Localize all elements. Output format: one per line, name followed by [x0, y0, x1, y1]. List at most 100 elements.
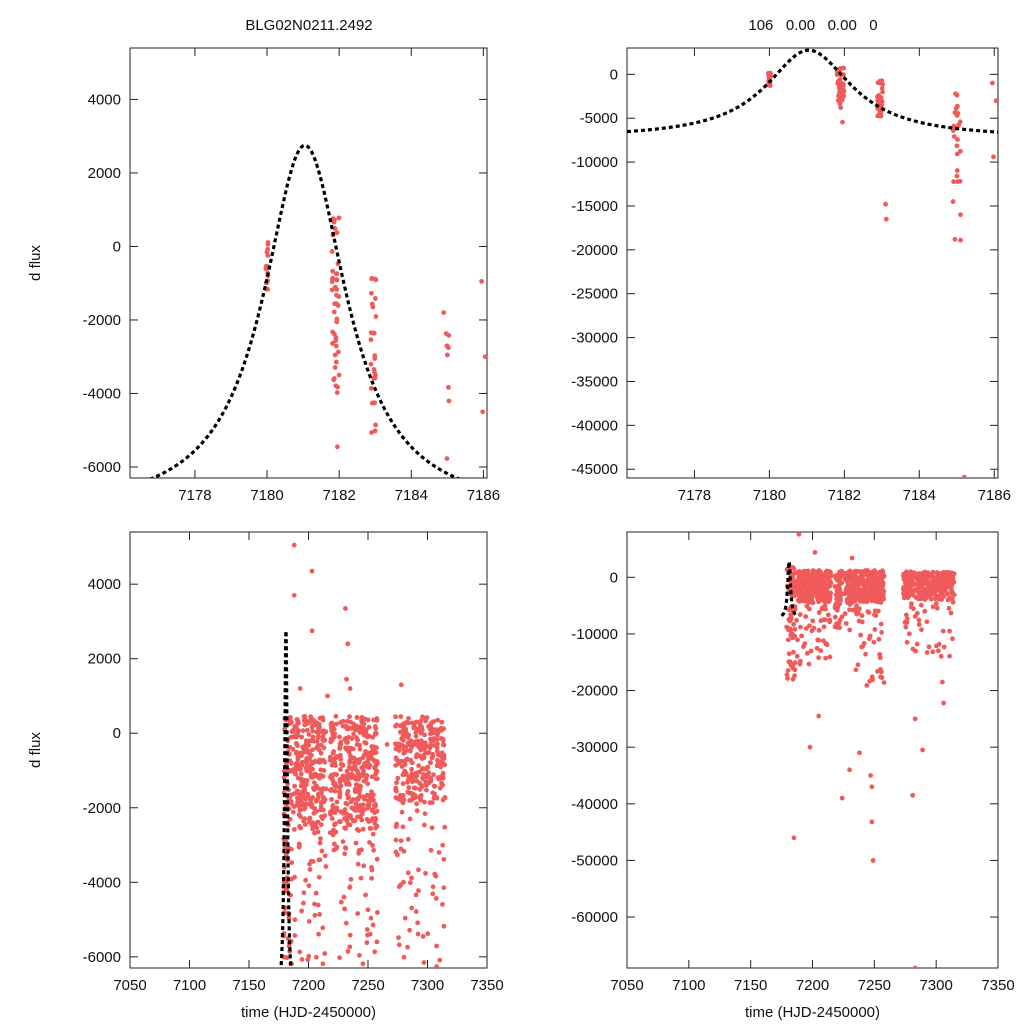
- data-point: [337, 794, 343, 800]
- data-point: [421, 772, 426, 777]
- data-point: [330, 341, 335, 346]
- data-point: [870, 858, 876, 863]
- x-tick-label: 7178: [678, 487, 711, 504]
- data-point: [287, 717, 293, 723]
- data-point: [308, 714, 314, 720]
- data-point: [869, 676, 875, 682]
- data-point: [947, 628, 952, 634]
- data-point: [407, 816, 413, 822]
- data-point: [924, 586, 930, 592]
- data-point: [303, 738, 309, 744]
- data-point: [410, 791, 416, 797]
- data-point: [318, 742, 324, 748]
- data-point: [372, 804, 378, 810]
- data-point: [373, 726, 379, 731]
- data-point: [334, 799, 340, 805]
- data-point: [346, 775, 351, 781]
- data-point: [938, 653, 944, 659]
- data-point: [405, 836, 411, 842]
- data-point: [849, 582, 855, 588]
- data-point: [914, 610, 920, 616]
- data-point: [334, 390, 340, 395]
- data-point: [816, 627, 822, 633]
- data-point: [345, 641, 351, 647]
- x-tick-label: 7050: [113, 977, 146, 994]
- data-point: [335, 384, 341, 390]
- data-point: [880, 89, 885, 95]
- data-point: [836, 93, 841, 99]
- data-point: [798, 624, 803, 630]
- y-tick-label: 0: [113, 725, 121, 742]
- data-point: [348, 813, 353, 819]
- data-point: [396, 935, 401, 941]
- data-point: [345, 948, 351, 954]
- data-point: [373, 768, 379, 774]
- data-point: [823, 595, 829, 601]
- data-point: [320, 757, 326, 763]
- data-point: [934, 594, 940, 600]
- data-point: [820, 572, 826, 578]
- data-point: [332, 217, 337, 223]
- y-tick-label: -30000: [571, 330, 618, 347]
- data-point: [951, 179, 956, 185]
- data-point: [360, 961, 366, 967]
- data-point: [361, 778, 367, 784]
- y-axis-label: d flux: [27, 732, 44, 768]
- data-point: [294, 802, 300, 808]
- data-point: [368, 826, 374, 831]
- data-point: [316, 734, 321, 740]
- data-point: [336, 215, 342, 221]
- data-point: [313, 784, 318, 790]
- data-point: [350, 725, 356, 731]
- data-point: [336, 372, 342, 378]
- data-point: [317, 775, 322, 781]
- data-point: [791, 622, 797, 627]
- data-point: [409, 745, 414, 750]
- data-point: [945, 591, 950, 597]
- data-point: [948, 610, 954, 616]
- data-point: [331, 749, 337, 754]
- data-point: [354, 735, 359, 740]
- data-point: [419, 738, 424, 744]
- data-point: [792, 667, 798, 673]
- data-point: [414, 801, 419, 807]
- data-point: [416, 867, 421, 873]
- data-point: [371, 847, 377, 853]
- data-point: [301, 777, 307, 783]
- plot-area: [148, 143, 487, 478]
- data-point: [406, 785, 412, 790]
- data-point: [399, 736, 405, 742]
- data-point: [440, 902, 445, 907]
- data-point: [342, 816, 347, 821]
- data-point: [368, 337, 374, 343]
- data-point: [332, 284, 338, 290]
- data-point: [348, 876, 354, 882]
- data-point: [363, 740, 369, 746]
- data-point: [925, 591, 931, 597]
- data-point: [396, 942, 402, 948]
- data-point: [989, 80, 995, 86]
- data-point: [338, 761, 344, 767]
- data-point: [441, 923, 447, 929]
- data-point: [796, 532, 802, 537]
- data-point: [440, 797, 446, 803]
- data-point: [814, 581, 819, 587]
- data-point: [858, 577, 864, 582]
- data-point: [369, 430, 375, 435]
- data-point: [399, 798, 405, 803]
- data-point: [337, 789, 343, 795]
- data-point: [370, 922, 376, 928]
- data-point: [303, 796, 309, 802]
- data-point: [431, 727, 437, 733]
- data-point: [785, 637, 791, 643]
- data-point: [332, 783, 338, 789]
- data-point: [430, 738, 435, 743]
- data-point: [398, 723, 403, 729]
- data-point: [429, 825, 435, 831]
- data-point: [293, 734, 299, 740]
- data-point: [821, 638, 826, 644]
- data-point: [319, 848, 325, 854]
- data-point: [405, 944, 410, 950]
- data-point: [437, 785, 443, 791]
- data-point: [439, 780, 445, 786]
